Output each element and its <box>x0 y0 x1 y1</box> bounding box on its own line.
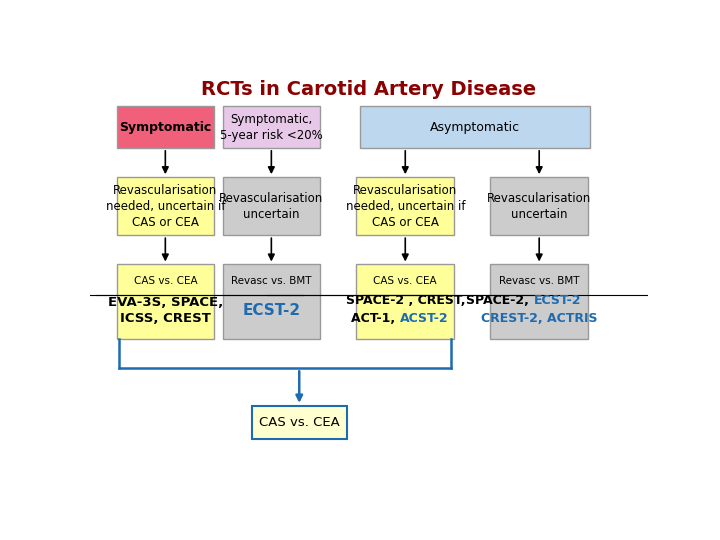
Text: Symptomatic: Symptomatic <box>120 120 212 134</box>
FancyBboxPatch shape <box>222 265 320 339</box>
Text: CAS vs. CEA: CAS vs. CEA <box>133 276 197 286</box>
Text: CAS vs. CEA: CAS vs. CEA <box>374 276 437 286</box>
Text: ACST-2: ACST-2 <box>400 312 449 325</box>
Text: ACT-1,: ACT-1, <box>351 312 400 325</box>
FancyBboxPatch shape <box>222 106 320 148</box>
FancyBboxPatch shape <box>490 177 588 235</box>
FancyBboxPatch shape <box>117 265 214 339</box>
Text: RCTs in Carotid Artery Disease: RCTs in Carotid Artery Disease <box>202 80 536 99</box>
Text: SPACE-2 , CREST,: SPACE-2 , CREST, <box>346 294 465 307</box>
Text: ECST-2: ECST-2 <box>243 303 300 318</box>
Text: Revasc vs. BMT: Revasc vs. BMT <box>231 276 312 286</box>
Text: ECST-2: ECST-2 <box>534 294 581 307</box>
Text: Revascularisation
needed, uncertain if
CAS or CEA: Revascularisation needed, uncertain if C… <box>346 184 465 228</box>
FancyBboxPatch shape <box>356 265 454 339</box>
FancyBboxPatch shape <box>356 177 454 235</box>
Text: Revascularisation
needed, uncertain if
CAS or CEA: Revascularisation needed, uncertain if C… <box>106 184 225 228</box>
Text: Asymptomatic: Asymptomatic <box>430 120 520 134</box>
FancyBboxPatch shape <box>222 177 320 235</box>
Text: CAS vs. CEA: CAS vs. CEA <box>259 416 340 429</box>
FancyBboxPatch shape <box>117 106 214 148</box>
Text: EVA-3S, SPACE,
ICSS, CREST: EVA-3S, SPACE, ICSS, CREST <box>108 296 223 325</box>
FancyBboxPatch shape <box>490 265 588 339</box>
Text: Symptomatic,
5-year risk <20%: Symptomatic, 5-year risk <20% <box>220 113 323 141</box>
Text: CREST-2, ACTRIS: CREST-2, ACTRIS <box>481 312 598 325</box>
Text: Revascularisation
uncertain: Revascularisation uncertain <box>487 192 591 221</box>
Text: Revascularisation
uncertain: Revascularisation uncertain <box>219 192 323 221</box>
FancyBboxPatch shape <box>360 106 590 148</box>
FancyBboxPatch shape <box>117 177 214 235</box>
Text: SPACE-2,: SPACE-2, <box>467 294 534 307</box>
Text: Revasc vs. BMT: Revasc vs. BMT <box>499 276 580 286</box>
FancyBboxPatch shape <box>252 406 347 439</box>
